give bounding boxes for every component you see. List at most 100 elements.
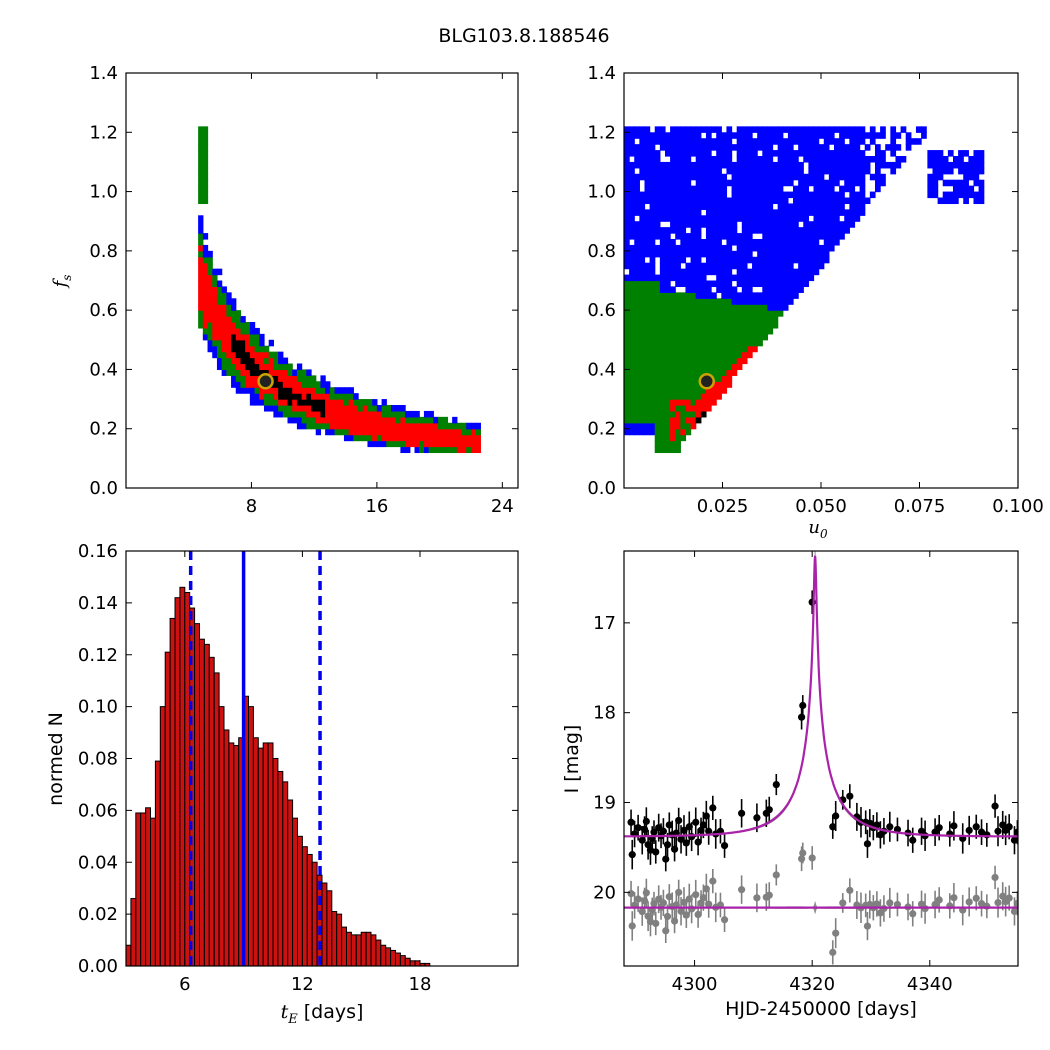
te-fs-cell: [202, 179, 209, 187]
u0-fs-cell: [685, 262, 692, 270]
u0-fs-cell: [772, 274, 779, 282]
te-fs-cell: [202, 167, 209, 175]
data-point: [965, 826, 973, 834]
u0-fs-cell: [813, 233, 820, 240]
te-fs-cell: [456, 422, 463, 430]
u0-fs-cell: [700, 221, 707, 228]
u0-fs-cell: [664, 387, 671, 394]
u0-fs-cell: [700, 173, 707, 181]
u0-fs-cell: [644, 144, 651, 151]
u0-fs-cell: [973, 179, 980, 187]
te-fs-cell: [268, 399, 274, 406]
u0-fs-cell: [798, 239, 804, 246]
te-fs-cell: [202, 298, 209, 305]
u0-fs-cell: [782, 227, 789, 234]
u0-fs-cell: [664, 185, 671, 193]
te-fs-cell: [245, 322, 251, 329]
te-fs-cell: [198, 286, 204, 293]
u0-fs-cell: [634, 316, 640, 323]
u0-fs-cell: [654, 250, 661, 258]
u0-fs-cell: [721, 144, 728, 151]
u0-fs-cell: [844, 227, 850, 234]
u0-fs-cell: [690, 144, 697, 151]
u0-fs-cell: [634, 150, 640, 157]
u0-fs-cell: [675, 310, 681, 317]
u0-fs-cell: [849, 197, 856, 205]
u0-fs-cell: [624, 203, 630, 210]
te-fs-cell: [348, 434, 354, 442]
u0-fs-cell: [963, 191, 969, 199]
u0-fs-cell: [629, 339, 635, 347]
u0-fs-cell: [705, 339, 712, 347]
u0-fs-cell: [711, 262, 717, 270]
u0-fs-cell: [952, 197, 959, 205]
te-fs-cell: [362, 428, 369, 436]
u0-fs-cell: [705, 156, 712, 163]
u0-fs-cell: [895, 144, 902, 151]
u0-fs-cell: [711, 393, 717, 400]
te-fs-cell: [320, 375, 326, 382]
u0-fs-cell: [634, 393, 640, 400]
te-fs-cell: [207, 304, 213, 311]
u0-fs-cell: [828, 167, 835, 175]
u0-fs-cell: [839, 173, 845, 181]
te-fs-cell: [235, 363, 242, 371]
te-fs-cell: [423, 434, 430, 442]
te-fs-cell: [334, 422, 340, 430]
u0-fs-cell: [834, 144, 840, 151]
histogram-bar: [203, 643, 210, 967]
te-fs-cell: [301, 375, 307, 382]
u0-fs-cell: [859, 173, 866, 181]
te-fs-cell: [372, 434, 378, 442]
histogram-bar: [130, 898, 137, 967]
u0-fs-cell: [705, 345, 712, 353]
te-fs-cell: [438, 422, 444, 430]
te-fs-cell: [240, 316, 246, 323]
te-fs-cell: [249, 351, 256, 359]
te-fs-cell: [381, 416, 387, 424]
u0-fs-cell: [757, 227, 763, 234]
u0-fs-cell: [711, 215, 717, 222]
u0-fs-cell: [675, 422, 681, 430]
u0-fs-cell: [716, 256, 722, 264]
te-fs-cell: [339, 387, 345, 394]
te-fs-cell: [282, 387, 289, 394]
u0-fs-cell: [849, 173, 856, 181]
u0-fs-cell: [752, 156, 758, 163]
u0-fs-cell: [787, 167, 794, 175]
u0-fs-cell: [859, 191, 866, 199]
u0-fs-cell: [680, 327, 687, 335]
u0-fs-cell: [639, 268, 646, 276]
u0-fs-cell: [757, 179, 763, 187]
u0-fs-ytick-label: 0.4: [587, 359, 616, 380]
data-point: [1013, 828, 1018, 836]
te-fs-cell: [428, 446, 434, 454]
u0-fs-cell: [680, 185, 687, 193]
te-histogram-bars: [125, 551, 431, 967]
u0-fs-cell: [705, 144, 712, 151]
te-fs-cell: [292, 387, 298, 394]
u0-fs-cell: [716, 387, 722, 394]
te-fs-cell: [306, 393, 312, 400]
histogram-bar: [169, 617, 176, 967]
u0-fs-cell: [700, 304, 707, 311]
te-fs-cell: [447, 440, 453, 448]
u0-fs-cell: [782, 173, 789, 181]
te-fs-cell: [268, 405, 274, 412]
u0-fs-cell: [859, 150, 866, 157]
te-fs-cell: [343, 387, 350, 394]
te-fs-cell: [263, 399, 270, 406]
u0-fs-cell: [675, 369, 681, 376]
te-fs-cell: [452, 434, 458, 442]
u0-fs-cell: [705, 304, 712, 311]
te-fs-cell: [235, 322, 242, 329]
lightcurve-xtick-label: 4320: [789, 974, 835, 995]
u0-fs-cell: [624, 244, 630, 252]
te-fs-cell: [282, 375, 289, 382]
u0-fs-cell: [741, 250, 748, 258]
u0-fs-cell: [644, 156, 651, 163]
te-fs-cell: [334, 405, 340, 412]
te-fs-cell: [207, 345, 213, 353]
u0-fs-cell: [705, 322, 712, 329]
te-fs-cell: [263, 357, 270, 365]
